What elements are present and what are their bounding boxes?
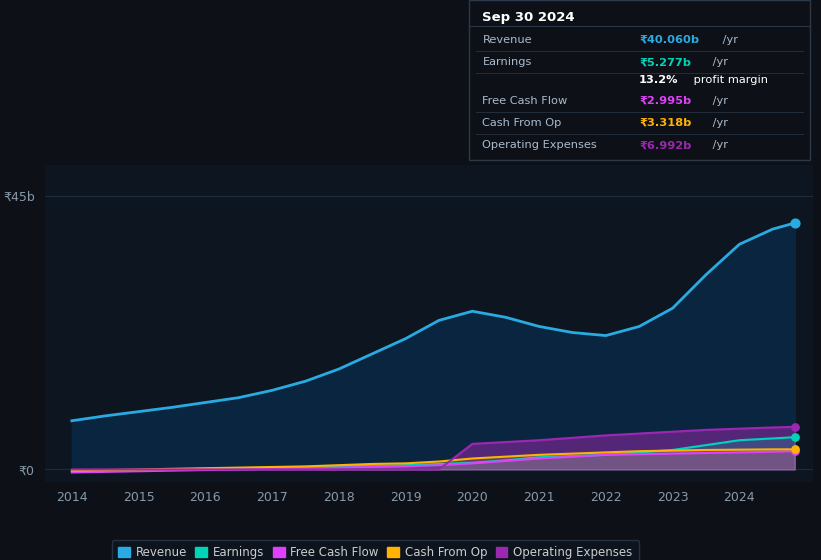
Text: /yr: /yr [709,118,728,128]
Text: 13.2%: 13.2% [639,75,679,85]
Text: profit margin: profit margin [690,75,768,85]
Point [788,433,801,442]
Point [788,422,801,431]
Text: Sep 30 2024: Sep 30 2024 [483,11,575,24]
Legend: Revenue, Earnings, Free Cash Flow, Cash From Op, Operating Expenses: Revenue, Earnings, Free Cash Flow, Cash … [112,540,639,560]
Text: /yr: /yr [719,35,738,45]
Text: /yr: /yr [709,141,728,151]
Text: ₹6.992b: ₹6.992b [639,141,691,151]
Text: /yr: /yr [709,58,728,67]
Text: Cash From Op: Cash From Op [483,118,562,128]
Text: Free Cash Flow: Free Cash Flow [483,96,567,106]
Text: ₹3.318b: ₹3.318b [639,118,691,128]
Text: ₹40.060b: ₹40.060b [639,35,699,45]
Point [788,445,801,454]
Text: Earnings: Earnings [483,58,532,67]
Text: ₹5.277b: ₹5.277b [639,58,691,67]
Text: /yr: /yr [709,96,728,106]
Point [788,447,801,456]
Text: Revenue: Revenue [483,35,532,45]
Point [788,218,801,227]
Text: ₹2.995b: ₹2.995b [639,96,691,106]
Text: Operating Expenses: Operating Expenses [483,141,597,151]
